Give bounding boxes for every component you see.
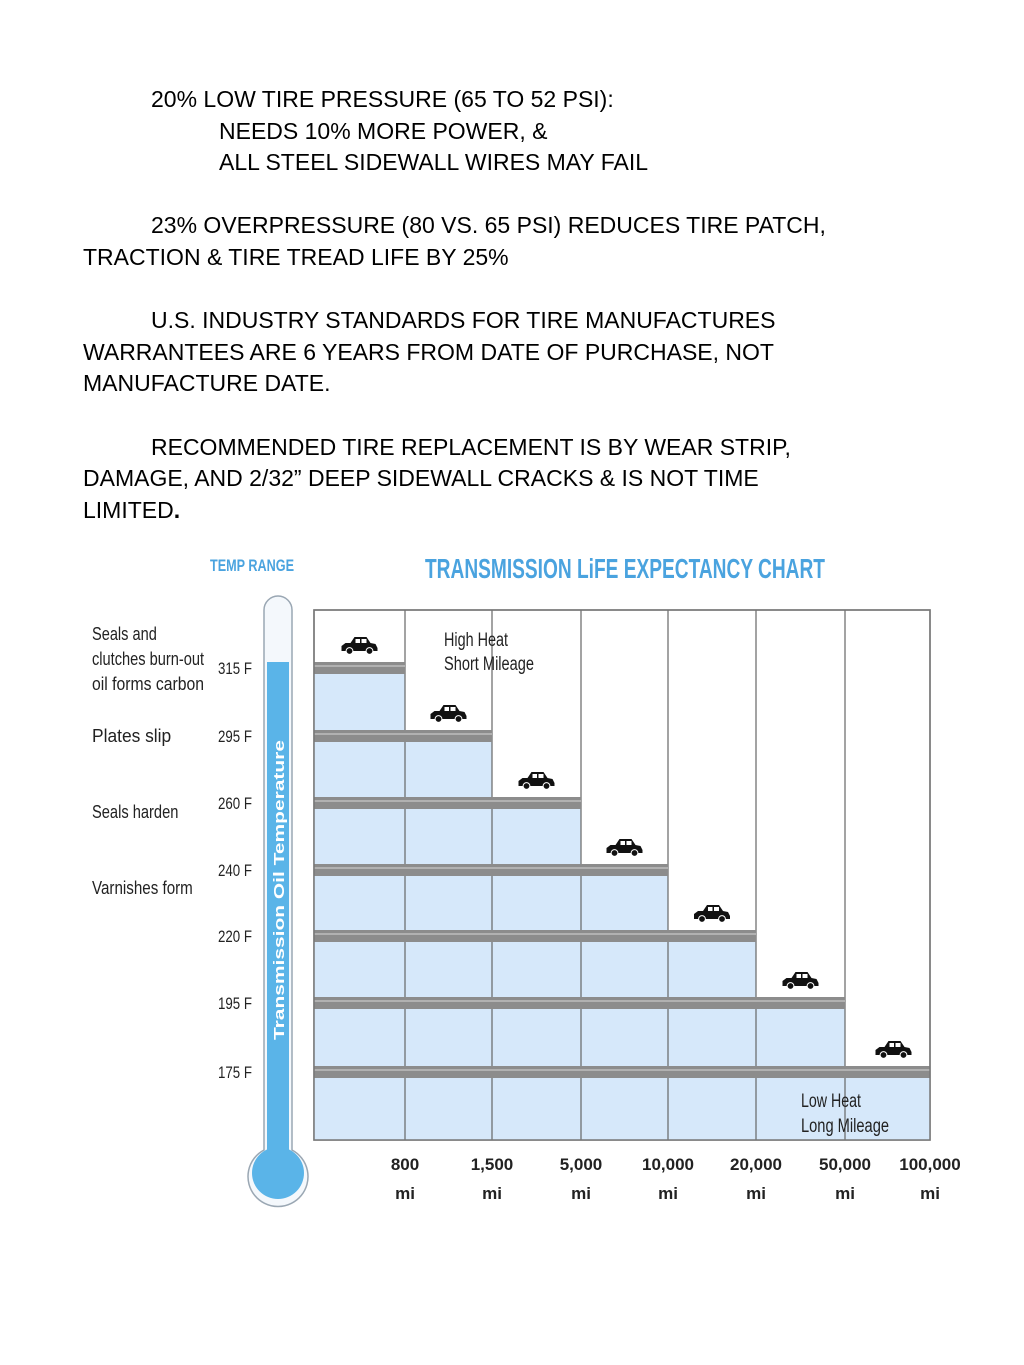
temp-band <box>314 997 845 1009</box>
x-tick-unit: mi <box>658 1184 678 1203</box>
temp-band <box>314 864 668 876</box>
paragraph-line: TRACTION & TIRE TREAD LIFE BY 25% <box>83 242 983 274</box>
step-bar <box>492 803 581 1140</box>
x-tick-unit: mi <box>835 1184 855 1203</box>
paragraph-line: RECOMMENDED TIRE REPLACEMENT IS BY WEAR … <box>83 432 983 464</box>
x-tick-label: 5,000 <box>560 1155 603 1174</box>
transmission-life-chart: TRANSMISSION LiFE EXPECTANCY CHART TEMP R… <box>0 540 1024 1220</box>
thermometer-label: Transmission Oil Temperature <box>271 740 288 1040</box>
effect-label: clutches burn-out <box>92 649 204 669</box>
step-bar <box>668 936 756 1140</box>
line-text: ALL STEEL SIDEWALL WIRES MAY FAIL <box>219 149 649 176</box>
line-text: 23% OVERPRESSURE (80 VS. 65 PSI) REDUCES… <box>151 212 826 239</box>
line-text: U.S. INDUSTRY STANDARDS FOR TIRE MANUFAC… <box>151 307 776 334</box>
temp-range-label: TEMP RANGE <box>210 556 294 575</box>
temp-band <box>314 1066 930 1078</box>
paragraph-line: NEEDS 10% MORE POWER, & <box>83 116 983 148</box>
effect-label: Seals and <box>92 624 157 644</box>
paragraph-1: 20% LOW TIRE PRESSURE (65 TO 52 PSI): NEE… <box>83 84 983 179</box>
x-tick-label: 1,500 <box>471 1155 514 1174</box>
chart-svg: TRANSMISSION LiFE EXPECTANCY CHART TEMP R… <box>92 553 961 1208</box>
x-tick-label: 20,000 <box>730 1155 782 1174</box>
temp-band <box>314 797 581 809</box>
paragraph-3: U.S. INDUSTRY STANDARDS FOR TIRE MANUFAC… <box>83 305 983 400</box>
x-tick-label: 10,000 <box>642 1155 694 1174</box>
y-tick-label: 260 F <box>218 794 252 813</box>
thermometer-mercury <box>267 662 289 1160</box>
paragraph-line: WARRANTEES ARE 6 YEARS FROM DATE OF PURC… <box>83 337 983 369</box>
line-suffix: . <box>173 496 181 523</box>
paragraph-line: LIMITED. <box>83 495 983 527</box>
thermometer-bulb <box>252 1147 304 1199</box>
effect-label: oil forms carbon <box>92 674 204 694</box>
effect-label: Varnishes form <box>92 878 193 898</box>
step-bar <box>845 1072 930 1140</box>
y-tick-label: 240 F <box>218 861 252 880</box>
paragraph-line: ALL STEEL SIDEWALL WIRES MAY FAIL <box>83 147 983 179</box>
step-bar <box>314 668 405 1140</box>
line-text: NEEDS 10% MORE POWER, & <box>219 117 548 144</box>
chart-title: TRANSMISSION LiFE EXPECTANCY CHART <box>425 553 825 584</box>
line-text: RECOMMENDED TIRE REPLACEMENT IS BY WEAR … <box>151 433 791 460</box>
paragraph-line: DAMAGE, AND 2/32” DEEP SIDEWALL CRACKS &… <box>83 463 983 495</box>
car-icon <box>875 1041 912 1059</box>
line-text: DAMAGE, AND 2/32” DEEP SIDEWALL CRACKS &… <box>83 465 759 492</box>
car-icon <box>694 905 730 923</box>
paragraph-2: 23% OVERPRESSURE (80 VS. 65 PSI) REDUCES… <box>83 210 983 273</box>
y-tick-label: 295 F <box>218 727 252 746</box>
paragraph-line: 20% LOW TIRE PRESSURE (65 TO 52 PSI): <box>83 84 983 116</box>
temp-band <box>314 730 492 742</box>
x-tick-label: 100,000 <box>899 1155 960 1174</box>
y-tick-label: 220 F <box>218 927 252 946</box>
effect-label: Plates slip <box>92 726 171 746</box>
annotation-low-heat: Low Heat <box>801 1091 862 1112</box>
car-icon <box>430 705 467 723</box>
x-tick-unit: mi <box>482 1184 502 1203</box>
temp-band <box>314 662 405 674</box>
paragraph-line: U.S. INDUSTRY STANDARDS FOR TIRE MANUFAC… <box>83 305 983 337</box>
x-tick-label: 800 <box>391 1155 419 1174</box>
paragraph-4: RECOMMENDED TIRE REPLACEMENT IS BY WEAR … <box>83 432 983 527</box>
document-text: 20% LOW TIRE PRESSURE (65 TO 52 PSI): NEE… <box>83 84 983 558</box>
line-text: TRACTION & TIRE TREAD LIFE BY 25% <box>83 243 509 270</box>
car-icon <box>782 972 819 990</box>
y-tick-label: 315 F <box>218 659 252 678</box>
car-icon <box>606 839 643 857</box>
line-text: 20% LOW TIRE PRESSURE (65 TO 52 PSI): <box>151 86 614 112</box>
annotation-high-heat: Short Mileage <box>444 654 534 675</box>
x-tick-unit: mi <box>571 1184 591 1203</box>
car-icon <box>518 772 555 790</box>
line-text: LIMITED <box>83 496 174 523</box>
effect-label: Seals harden <box>92 802 178 822</box>
paragraph-line: MANUFACTURE DATE. <box>83 368 983 400</box>
y-tick-label: 195 F <box>218 994 252 1013</box>
x-tick-label: 50,000 <box>819 1155 871 1174</box>
car-icon <box>341 637 378 655</box>
plot-frame <box>313 609 931 1141</box>
line-text: WARRANTEES ARE 6 YEARS FROM DATE OF PURC… <box>83 338 774 365</box>
x-tick-unit: mi <box>395 1184 415 1203</box>
y-tick-label: 175 F <box>218 1063 252 1082</box>
x-tick-unit: mi <box>746 1184 766 1203</box>
temp-band <box>314 930 756 942</box>
x-tick-unit: mi <box>920 1184 940 1203</box>
annotation-high-heat: High Heat <box>444 630 509 651</box>
paragraph-line: 23% OVERPRESSURE (80 VS. 65 PSI) REDUCES… <box>83 210 983 242</box>
line-text: MANUFACTURE DATE. <box>83 370 331 397</box>
annotation-low-heat: Long Mileage <box>801 1116 889 1137</box>
